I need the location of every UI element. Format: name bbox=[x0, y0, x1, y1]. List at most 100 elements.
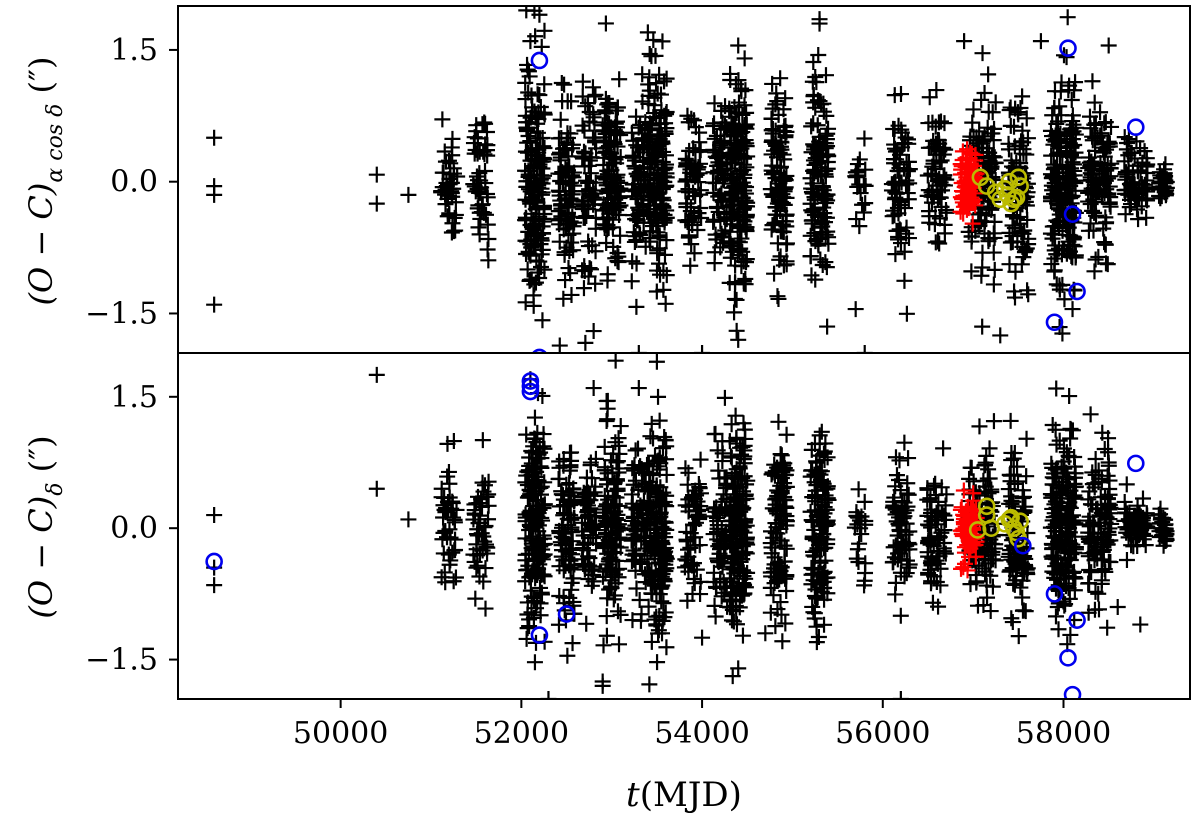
bottom-series-0-point bbox=[1060, 510, 1077, 527]
bottom-series-0-point bbox=[1132, 616, 1149, 633]
top-series-0-point bbox=[517, 74, 534, 91]
top-series-0-point bbox=[930, 233, 947, 250]
top-series-0-point bbox=[529, 264, 546, 281]
top-series-0-point bbox=[531, 156, 548, 173]
top-series-0-point bbox=[769, 93, 786, 110]
bottom-series-0-point bbox=[594, 673, 611, 690]
top-series-0-point bbox=[536, 76, 553, 93]
top-series-0-point bbox=[518, 173, 535, 190]
top-series-0-point bbox=[736, 50, 753, 67]
bottom-series-0-point bbox=[891, 452, 908, 469]
bottom-series-0-point bbox=[439, 493, 456, 510]
top-series-0-point bbox=[691, 124, 708, 141]
bottom-series-0-point bbox=[706, 597, 723, 614]
bottom-series-0-point bbox=[813, 541, 830, 558]
bottom-series-0-point bbox=[980, 524, 997, 541]
bottom-series-0-point bbox=[977, 563, 994, 580]
top-series-0-point bbox=[1018, 146, 1035, 163]
bottom-series-0-point bbox=[1046, 465, 1063, 482]
top-series-0-point bbox=[649, 262, 666, 279]
bottom-series-0-point bbox=[727, 407, 744, 424]
top-series-0-point bbox=[530, 184, 547, 201]
top-series-0-point bbox=[597, 15, 614, 32]
bottom-series-0-point bbox=[607, 353, 624, 369]
top-series-0-point bbox=[1133, 198, 1150, 215]
bottom-series-0-point bbox=[1048, 571, 1065, 588]
bottom-series-0-point bbox=[962, 459, 979, 476]
bottom-series-0-point bbox=[1101, 520, 1118, 537]
top-series-0-point bbox=[646, 183, 663, 200]
top-series-0-point bbox=[1100, 37, 1117, 54]
bottom-series-0-point bbox=[1082, 516, 1099, 533]
bottom-series-0-point bbox=[771, 515, 788, 532]
bottom-series-0-point bbox=[680, 541, 696, 558]
bottom-series-0-point bbox=[770, 413, 787, 430]
top-series-0-point bbox=[1032, 33, 1049, 50]
top-series-0-point bbox=[628, 255, 645, 272]
top-series-3-point bbox=[1126, 118, 1145, 137]
bottom-series-0-point bbox=[639, 506, 656, 523]
top-series-0-point bbox=[803, 180, 820, 197]
bottom-series-0-point bbox=[641, 676, 658, 693]
top-series-0-point bbox=[442, 155, 459, 172]
top-series-0-point bbox=[586, 191, 603, 208]
top-series-0-point bbox=[1007, 289, 1023, 306]
top-series-0-point bbox=[517, 232, 534, 249]
bottom-series-0-point bbox=[728, 603, 745, 620]
top-series-0-point bbox=[678, 195, 695, 212]
top-series-0-point bbox=[612, 127, 629, 144]
bottom-series-0-point bbox=[526, 409, 543, 426]
top-series-0-point bbox=[1001, 102, 1018, 119]
bottom-series-0-point bbox=[525, 590, 542, 607]
top-series-0-point bbox=[1061, 243, 1078, 260]
top-series-0-point bbox=[767, 96, 784, 113]
xlabel-italic: t bbox=[626, 775, 640, 815]
top-series-0-point bbox=[601, 95, 618, 112]
top-series-0-point bbox=[987, 94, 1004, 111]
bottom-series-0-point bbox=[1045, 547, 1062, 564]
bottom-series-0-point bbox=[519, 489, 536, 506]
bottom-series-0-point bbox=[565, 481, 582, 498]
bottom-series-0-point bbox=[529, 508, 546, 525]
bottom-series-0-point bbox=[1080, 575, 1097, 592]
bottom-series-0-point bbox=[467, 590, 484, 607]
bottom-series-3-point bbox=[521, 377, 540, 396]
top-series-0-point bbox=[928, 82, 945, 99]
top-series-0-point bbox=[1122, 144, 1139, 161]
bottom-series-0-point bbox=[1082, 406, 1099, 423]
bottom-series-0-point bbox=[581, 515, 598, 532]
bottom-series-0-point bbox=[1044, 540, 1061, 557]
bottom-series-0-point bbox=[640, 598, 657, 615]
top-series-0-point bbox=[477, 175, 494, 192]
bottom-series-0-point bbox=[679, 592, 696, 609]
bottom-series-0-point bbox=[692, 586, 709, 603]
bottom-series-0-point bbox=[777, 615, 794, 632]
top-series-0-point bbox=[536, 140, 553, 157]
bottom-series-0-point bbox=[650, 388, 667, 405]
bottom-series-0-point bbox=[368, 480, 385, 497]
top-series-0-point bbox=[584, 79, 601, 96]
bottom-series-0-point bbox=[713, 588, 730, 605]
top-series-0-point bbox=[1157, 168, 1174, 185]
top-series-0-point bbox=[563, 167, 580, 184]
top-series-0-point bbox=[443, 139, 460, 156]
top-series-0-point bbox=[724, 170, 741, 187]
top-series-0-point bbox=[551, 211, 568, 228]
bottom-series-0-point bbox=[1047, 608, 1064, 625]
top-series-0-point bbox=[894, 139, 911, 156]
bottom-series-0-point bbox=[1087, 583, 1104, 600]
top-series-0-point bbox=[818, 107, 835, 124]
top-series-0-point bbox=[577, 334, 594, 351]
top-series-0-point bbox=[802, 195, 819, 212]
bottom-series-1-point bbox=[964, 535, 981, 552]
top-series-0-point bbox=[764, 121, 781, 138]
bottom-series-0-point bbox=[1016, 548, 1033, 565]
bottom-series-0-point bbox=[848, 550, 865, 567]
bottom-series-0-point bbox=[1099, 619, 1116, 636]
top-series-0-point bbox=[368, 195, 385, 212]
top-series-0-point bbox=[807, 69, 824, 86]
bottom-series-3-point bbox=[1045, 585, 1064, 603]
bottom-series-0-point bbox=[535, 426, 552, 443]
top-series-0-point bbox=[682, 257, 699, 274]
top-series-1-point bbox=[967, 152, 984, 169]
